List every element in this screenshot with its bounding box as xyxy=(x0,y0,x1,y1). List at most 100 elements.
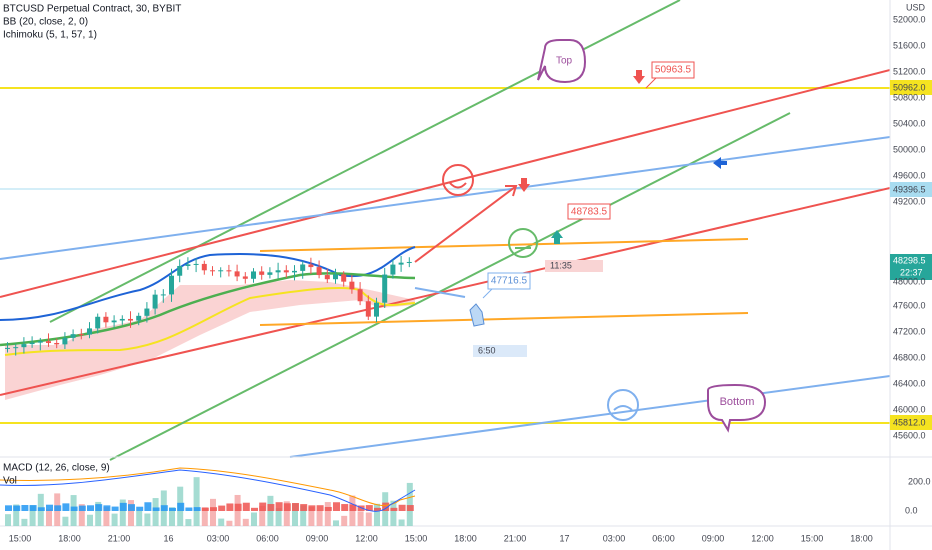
time-axis-label: 21:00 xyxy=(504,533,527,543)
macd-hist xyxy=(62,503,70,511)
volume-bar xyxy=(78,504,85,526)
axis-tag xyxy=(890,182,932,197)
arrow-up xyxy=(551,230,563,244)
macd-hist xyxy=(357,505,365,511)
price-axis-label: 49600.0 xyxy=(893,170,926,180)
time-axis-label: 15:00 xyxy=(801,533,824,543)
candle xyxy=(234,271,240,277)
macd-hist xyxy=(169,507,176,511)
volume-bar xyxy=(398,519,405,526)
macd-hist xyxy=(160,505,168,511)
trend-line xyxy=(0,69,891,298)
volume-bar xyxy=(210,498,216,526)
time-axis-label: 18:00 xyxy=(850,533,873,543)
macd-hist xyxy=(390,507,398,511)
macd-hist xyxy=(242,502,250,511)
macd-line xyxy=(0,469,416,512)
kijun-line xyxy=(4,286,416,356)
macd-hist xyxy=(333,502,340,511)
macd-hist xyxy=(193,507,201,511)
smiley xyxy=(607,389,639,421)
callout-text: Bottom xyxy=(720,396,755,408)
macd-hist xyxy=(406,505,414,511)
candle xyxy=(29,342,35,345)
arrow-down xyxy=(518,178,530,192)
macd-hist xyxy=(177,502,185,511)
indicator-label: Vol xyxy=(3,476,17,487)
arrow-left xyxy=(713,157,727,169)
price-axis-label: 49200.0 xyxy=(893,196,926,206)
price-axis-label: 45600.0 xyxy=(893,430,926,440)
candle xyxy=(308,264,314,268)
volume-bar xyxy=(152,498,159,526)
countdown: 22:37 xyxy=(900,267,923,277)
macd-hist xyxy=(136,506,144,511)
volume-bar xyxy=(365,512,372,526)
price-tag: 50963.5 xyxy=(655,65,692,76)
volume-bar xyxy=(119,499,126,526)
volume-bar xyxy=(390,500,397,526)
macd-hist xyxy=(13,505,21,511)
candle xyxy=(111,320,117,323)
volume-bar xyxy=(324,502,331,526)
price-axis-label: 48000.0 xyxy=(893,276,926,286)
axis-tag xyxy=(890,80,932,95)
price-axis-label: 51200.0 xyxy=(893,66,926,76)
volume-bar xyxy=(341,515,348,526)
icons xyxy=(442,39,767,433)
axis-tag xyxy=(890,254,932,280)
volume-bar xyxy=(357,511,364,526)
candle xyxy=(406,261,412,263)
time-axis-label: 15:00 xyxy=(405,533,428,543)
price-tag-box xyxy=(651,61,695,79)
candle xyxy=(169,275,174,295)
candle xyxy=(267,272,273,275)
candle xyxy=(152,294,158,309)
volume-bar xyxy=(144,513,151,526)
time-axis-label: 06:00 xyxy=(652,533,675,543)
macd-hist xyxy=(382,502,390,511)
axis-tag-label: 45812.0 xyxy=(893,417,926,427)
smiley xyxy=(442,164,474,196)
price-axis-label: 51600.0 xyxy=(893,40,926,50)
macd-hist xyxy=(46,504,53,511)
macd-hist xyxy=(70,506,78,511)
arrow-head xyxy=(505,185,518,197)
smiley-mouth xyxy=(613,405,633,411)
time-axis-label: 15:00 xyxy=(9,533,32,543)
macd-hist xyxy=(54,505,62,511)
candle xyxy=(218,270,224,272)
volume-bar xyxy=(111,513,118,526)
trend-line xyxy=(259,312,749,326)
candle xyxy=(119,318,125,321)
callout xyxy=(537,39,587,84)
smiley xyxy=(508,228,538,258)
time-box-label: 6:50 xyxy=(478,345,496,355)
time-axis-label: 06:00 xyxy=(256,533,279,543)
time-axis-label: 03:00 xyxy=(207,533,230,543)
macd-hist xyxy=(218,505,226,511)
candle xyxy=(357,289,363,302)
indicator-label: MACD (12, 26, close, 9) xyxy=(3,463,110,474)
volume-bar xyxy=(300,505,307,526)
candle xyxy=(87,328,92,335)
macd-hist xyxy=(316,505,324,511)
volume-bar xyxy=(193,477,200,526)
macd-hist xyxy=(226,503,234,511)
macd-hist xyxy=(37,507,45,511)
volume-bar xyxy=(226,520,233,526)
candle xyxy=(201,263,207,271)
volume-bar xyxy=(333,520,339,526)
macd-hist xyxy=(324,506,332,511)
volume-bar xyxy=(374,503,380,526)
volume-bar xyxy=(259,505,266,526)
price-axis-label: 46400.0 xyxy=(893,378,926,388)
volume-bar xyxy=(251,512,257,526)
volume-bar xyxy=(283,501,290,526)
indicator-label: Ichimoku (5, 1, 57, 1) xyxy=(3,30,97,41)
macd-hist xyxy=(234,503,242,511)
axis-tag xyxy=(890,415,932,430)
axis-tag-label: 50962.0 xyxy=(893,82,926,92)
volume-bar xyxy=(128,500,134,526)
volume-bar xyxy=(201,507,208,526)
